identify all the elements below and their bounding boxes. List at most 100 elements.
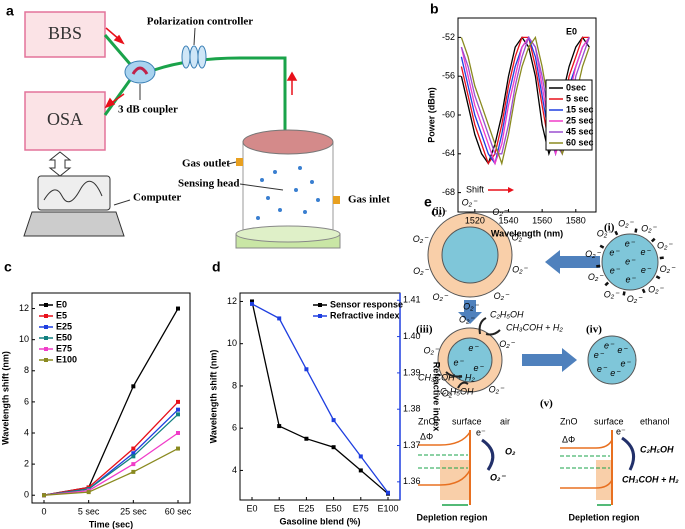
ion-label: O₂⁻ — [585, 249, 601, 259]
point — [131, 446, 136, 451]
gas-bubbles — [256, 166, 320, 220]
annotation: E0 — [566, 26, 577, 36]
y-tick-label: 8 — [24, 365, 29, 375]
shape — [310, 180, 314, 184]
reaction-arrows — [445, 317, 501, 389]
oxygen-label: O₂ — [505, 446, 516, 456]
y2-tick-label: 1.39 — [403, 367, 421, 377]
point — [331, 445, 336, 450]
legend-label: E5 — [56, 310, 67, 320]
ion-label: O₂⁻ — [627, 294, 643, 304]
computer-pointer — [113, 199, 131, 206]
x-tick-label: 1520 — [465, 215, 485, 225]
shape — [316, 198, 320, 202]
y-tick-label: 12 — [227, 296, 237, 306]
x-tick-label: E25 — [298, 503, 314, 513]
outlet-port — [236, 158, 243, 166]
legend-marker — [44, 347, 48, 351]
ion-label: e⁻ — [641, 265, 652, 275]
point — [358, 468, 363, 473]
depletion-label: Depletion region — [568, 512, 639, 522]
electron-label: e⁻ — [616, 426, 626, 436]
grain-ii-core — [441, 226, 499, 284]
panel-label: a — [6, 3, 14, 19]
shape — [298, 166, 302, 170]
ion-label: O₂⁻ — [413, 234, 429, 244]
conduction-band — [560, 439, 613, 449]
ion-label: O₂⁻ — [413, 266, 429, 276]
point — [331, 418, 336, 423]
legend-label: E100 — [56, 354, 77, 364]
depletion-zone — [440, 460, 470, 500]
ethanol-label: C₂H₅OH — [640, 444, 674, 454]
legend-marker — [44, 358, 48, 362]
stage-label: (ii) — [432, 206, 446, 218]
point — [176, 446, 180, 451]
ion-label: O₂⁻ — [604, 289, 620, 299]
ion-label: O₂⁻ — [499, 339, 515, 349]
x-tick-label: 0 — [41, 506, 46, 516]
data-link-arrow — [48, 151, 72, 177]
ion-label: O₂⁻ — [459, 315, 475, 325]
adsorption-arrow — [641, 288, 646, 294]
laptop-screen — [37, 175, 111, 211]
ion-label: e⁻ — [610, 368, 621, 378]
arrow-i-ii — [545, 250, 600, 274]
x-tick-label: 5 sec — [78, 506, 100, 516]
coupler-label: 3 dB coupler — [118, 104, 178, 116]
stage-label: (i) — [604, 222, 615, 234]
adsorption-arrow — [659, 256, 664, 260]
y-tick-label: 8 — [232, 380, 237, 390]
x-tick-label: E50 — [326, 503, 342, 513]
grain-i — [601, 233, 659, 291]
legend-label: E25 — [56, 321, 72, 331]
band-diagram-air: ZnO surface air ΔΦ e⁻ O₂ O₂⁻ Depletion r… — [416, 416, 516, 522]
legend-label: E50 — [56, 332, 72, 342]
legend-label: 0sec — [566, 82, 586, 92]
adsorption-arrow — [614, 230, 619, 236]
oxygen-ion-label: O₂⁻ — [490, 472, 506, 482]
x-axis-label: Wavelength (nm) — [491, 228, 563, 238]
bbs-box — [24, 11, 106, 58]
ion-label: e⁻ — [610, 266, 621, 276]
screen-plot — [43, 180, 103, 203]
ion-label: e⁻ — [625, 238, 636, 248]
ion-label: e⁻ — [594, 350, 605, 360]
ion-label: O₂⁻ — [660, 264, 676, 274]
coupler-loop — [131, 66, 149, 75]
shape — [260, 178, 264, 182]
ion-label: e⁻ — [473, 363, 484, 373]
ion-label: O₂⁻ — [463, 301, 479, 311]
point — [176, 431, 180, 435]
shape — [485, 329, 501, 336]
laptop-keyboard — [23, 211, 125, 237]
adsorption-arrow — [604, 281, 610, 287]
shape — [113, 34, 125, 45]
y2-tick-label: 1.41 — [403, 295, 421, 305]
ion-label: O₂⁻ — [489, 385, 505, 395]
ion-label: e⁻ — [468, 343, 479, 353]
y-tick-label: 12 — [19, 303, 29, 313]
series-line — [251, 301, 389, 495]
gas-inlet-label: Gas inlet — [348, 194, 390, 206]
point — [131, 469, 136, 474]
ion-label: O₂⁻ — [431, 208, 447, 218]
gas-outlet-label: Gas outlet — [182, 158, 230, 170]
sensing-head-label: Sensing head — [178, 178, 239, 190]
depletion-zone — [596, 460, 612, 500]
pc-label: Polarization controller — [147, 16, 254, 28]
chamber-lid — [242, 129, 334, 155]
transfer-arrow — [621, 436, 636, 471]
legend-label: 5 sec — [566, 93, 589, 103]
point — [304, 367, 309, 372]
zno-label: ZnO — [418, 416, 436, 426]
legend-label: 25 sec — [566, 115, 594, 125]
legend-marker — [318, 314, 322, 318]
shape — [278, 208, 282, 212]
legend-label: 60 sec — [566, 137, 594, 147]
ion-label: e⁻ — [597, 364, 608, 374]
point — [131, 462, 136, 467]
legend-label: 45 sec — [566, 126, 594, 136]
shape — [103, 34, 132, 65]
point — [277, 424, 282, 429]
